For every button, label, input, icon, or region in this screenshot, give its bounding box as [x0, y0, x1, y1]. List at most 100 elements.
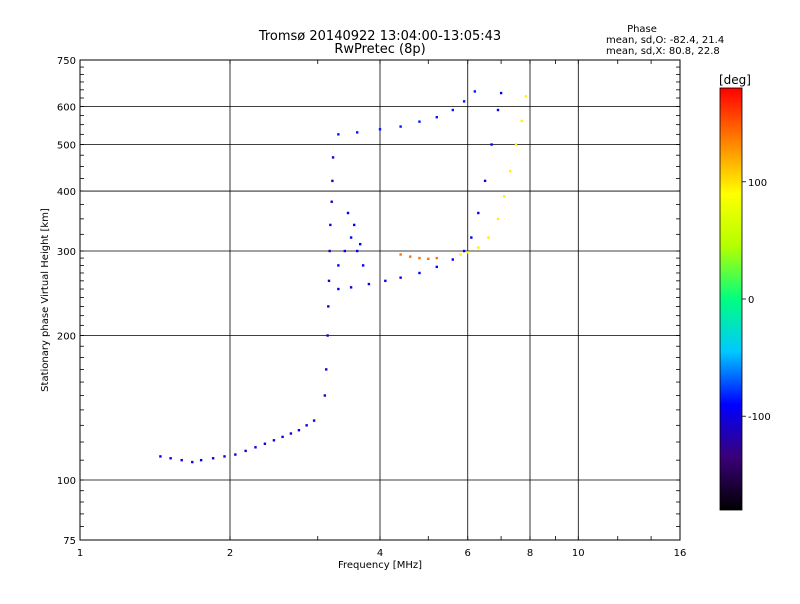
- data-point: [399, 253, 402, 256]
- data-point: [346, 211, 350, 215]
- y-tick-label: 75: [63, 536, 76, 547]
- data-point: [327, 279, 331, 283]
- data-point: [384, 279, 387, 283]
- data-point: [325, 368, 328, 371]
- data-point: [312, 419, 316, 422]
- data-point: [418, 271, 421, 275]
- data-point: [223, 455, 226, 458]
- data-point: [343, 249, 347, 253]
- data-point: [520, 119, 523, 123]
- data-point: [169, 457, 172, 460]
- data-point: [499, 91, 503, 95]
- data-point: [483, 179, 487, 183]
- data-point: [349, 236, 353, 239]
- data-point: [477, 246, 480, 249]
- data-point: [234, 453, 237, 456]
- phase-stats-o: mean, sd,O: -82.4, 21.4: [606, 35, 724, 46]
- data-point: [272, 439, 276, 442]
- data-points: [159, 90, 528, 464]
- data-point: [323, 394, 327, 397]
- x-tick-label: 2: [227, 548, 233, 559]
- data-point: [199, 458, 203, 462]
- data-point: [409, 255, 412, 258]
- data-point: [289, 432, 293, 435]
- x-tick-label: 1: [77, 548, 83, 559]
- data-point: [490, 143, 493, 146]
- data-point: [435, 116, 438, 119]
- colorbar-unit-label: [deg]: [719, 73, 751, 87]
- data-point: [355, 249, 359, 253]
- phase-stats-label: Phase: [627, 24, 657, 35]
- y-tick-label: 300: [57, 247, 76, 258]
- data-point: [349, 286, 353, 289]
- data-point: [451, 258, 455, 261]
- y-tick-label: 500: [57, 141, 76, 152]
- x-tick-label: 6: [465, 548, 471, 559]
- data-point: [435, 256, 438, 260]
- colorbar-tick-label: 0: [748, 295, 754, 306]
- y-tick-label: 600: [57, 103, 76, 114]
- x-tick-label: 16: [674, 548, 687, 559]
- data-point: [337, 133, 340, 136]
- data-point: [159, 455, 162, 458]
- x-tick-label: 4: [377, 548, 383, 559]
- x-tick-label: 8: [527, 548, 533, 559]
- data-point: [361, 264, 365, 267]
- data-point: [496, 217, 500, 221]
- x-axis-ticks: 1 2 4 6 8 10 16: [77, 60, 687, 559]
- data-point: [462, 249, 466, 253]
- data-point: [466, 251, 469, 254]
- data-point: [473, 90, 477, 93]
- data-point: [367, 282, 371, 286]
- gridlines: [80, 60, 680, 540]
- data-point: [451, 108, 455, 112]
- data-point: [326, 334, 329, 337]
- y-axis-label: Stationary phase Virtual Height [km]: [40, 208, 51, 392]
- data-point: [211, 457, 215, 460]
- data-point: [352, 223, 356, 227]
- data-point: [337, 287, 340, 291]
- colorbar-ticks: 100 0 -100: [742, 178, 771, 423]
- data-point: [305, 424, 308, 427]
- data-point: [418, 120, 421, 123]
- colorbar-tick-label: 100: [748, 178, 767, 189]
- data-point: [330, 200, 333, 203]
- data-point: [477, 211, 480, 215]
- x-tick-label: 10: [572, 548, 585, 559]
- y-axis-ticks: 75 100 200 300 400 500 600 750: [57, 56, 680, 547]
- data-point: [470, 236, 473, 239]
- data-point: [180, 458, 183, 462]
- data-point: [399, 125, 402, 128]
- data-point: [327, 305, 330, 308]
- data-point: [263, 442, 267, 445]
- y-tick-label: 750: [57, 56, 76, 67]
- data-point: [435, 265, 438, 269]
- data-point: [462, 100, 466, 103]
- data-point: [329, 223, 332, 227]
- data-point: [459, 253, 462, 256]
- data-point: [355, 131, 359, 134]
- data-point: [328, 249, 331, 253]
- data-point: [358, 242, 362, 246]
- data-point: [281, 435, 284, 439]
- data-point: [254, 446, 257, 449]
- data-point: [508, 169, 512, 173]
- data-point: [378, 128, 382, 131]
- data-point: [399, 276, 402, 279]
- data-point: [337, 264, 340, 267]
- y-tick-label: 100: [57, 476, 76, 487]
- x-axis-label: Frequency [MHz]: [338, 560, 422, 571]
- data-point: [418, 256, 421, 260]
- colorbar-tick-label: -100: [748, 412, 771, 423]
- data-point: [191, 460, 194, 464]
- y-tick-label: 200: [57, 332, 76, 343]
- data-point: [331, 156, 335, 159]
- colorbar: [720, 88, 742, 510]
- data-point: [244, 449, 247, 453]
- data-point: [502, 195, 506, 198]
- data-point: [427, 257, 430, 260]
- data-point: [487, 236, 490, 239]
- chart-title: Tromsø 20140922 13:04:00-13:05:43: [258, 29, 501, 44]
